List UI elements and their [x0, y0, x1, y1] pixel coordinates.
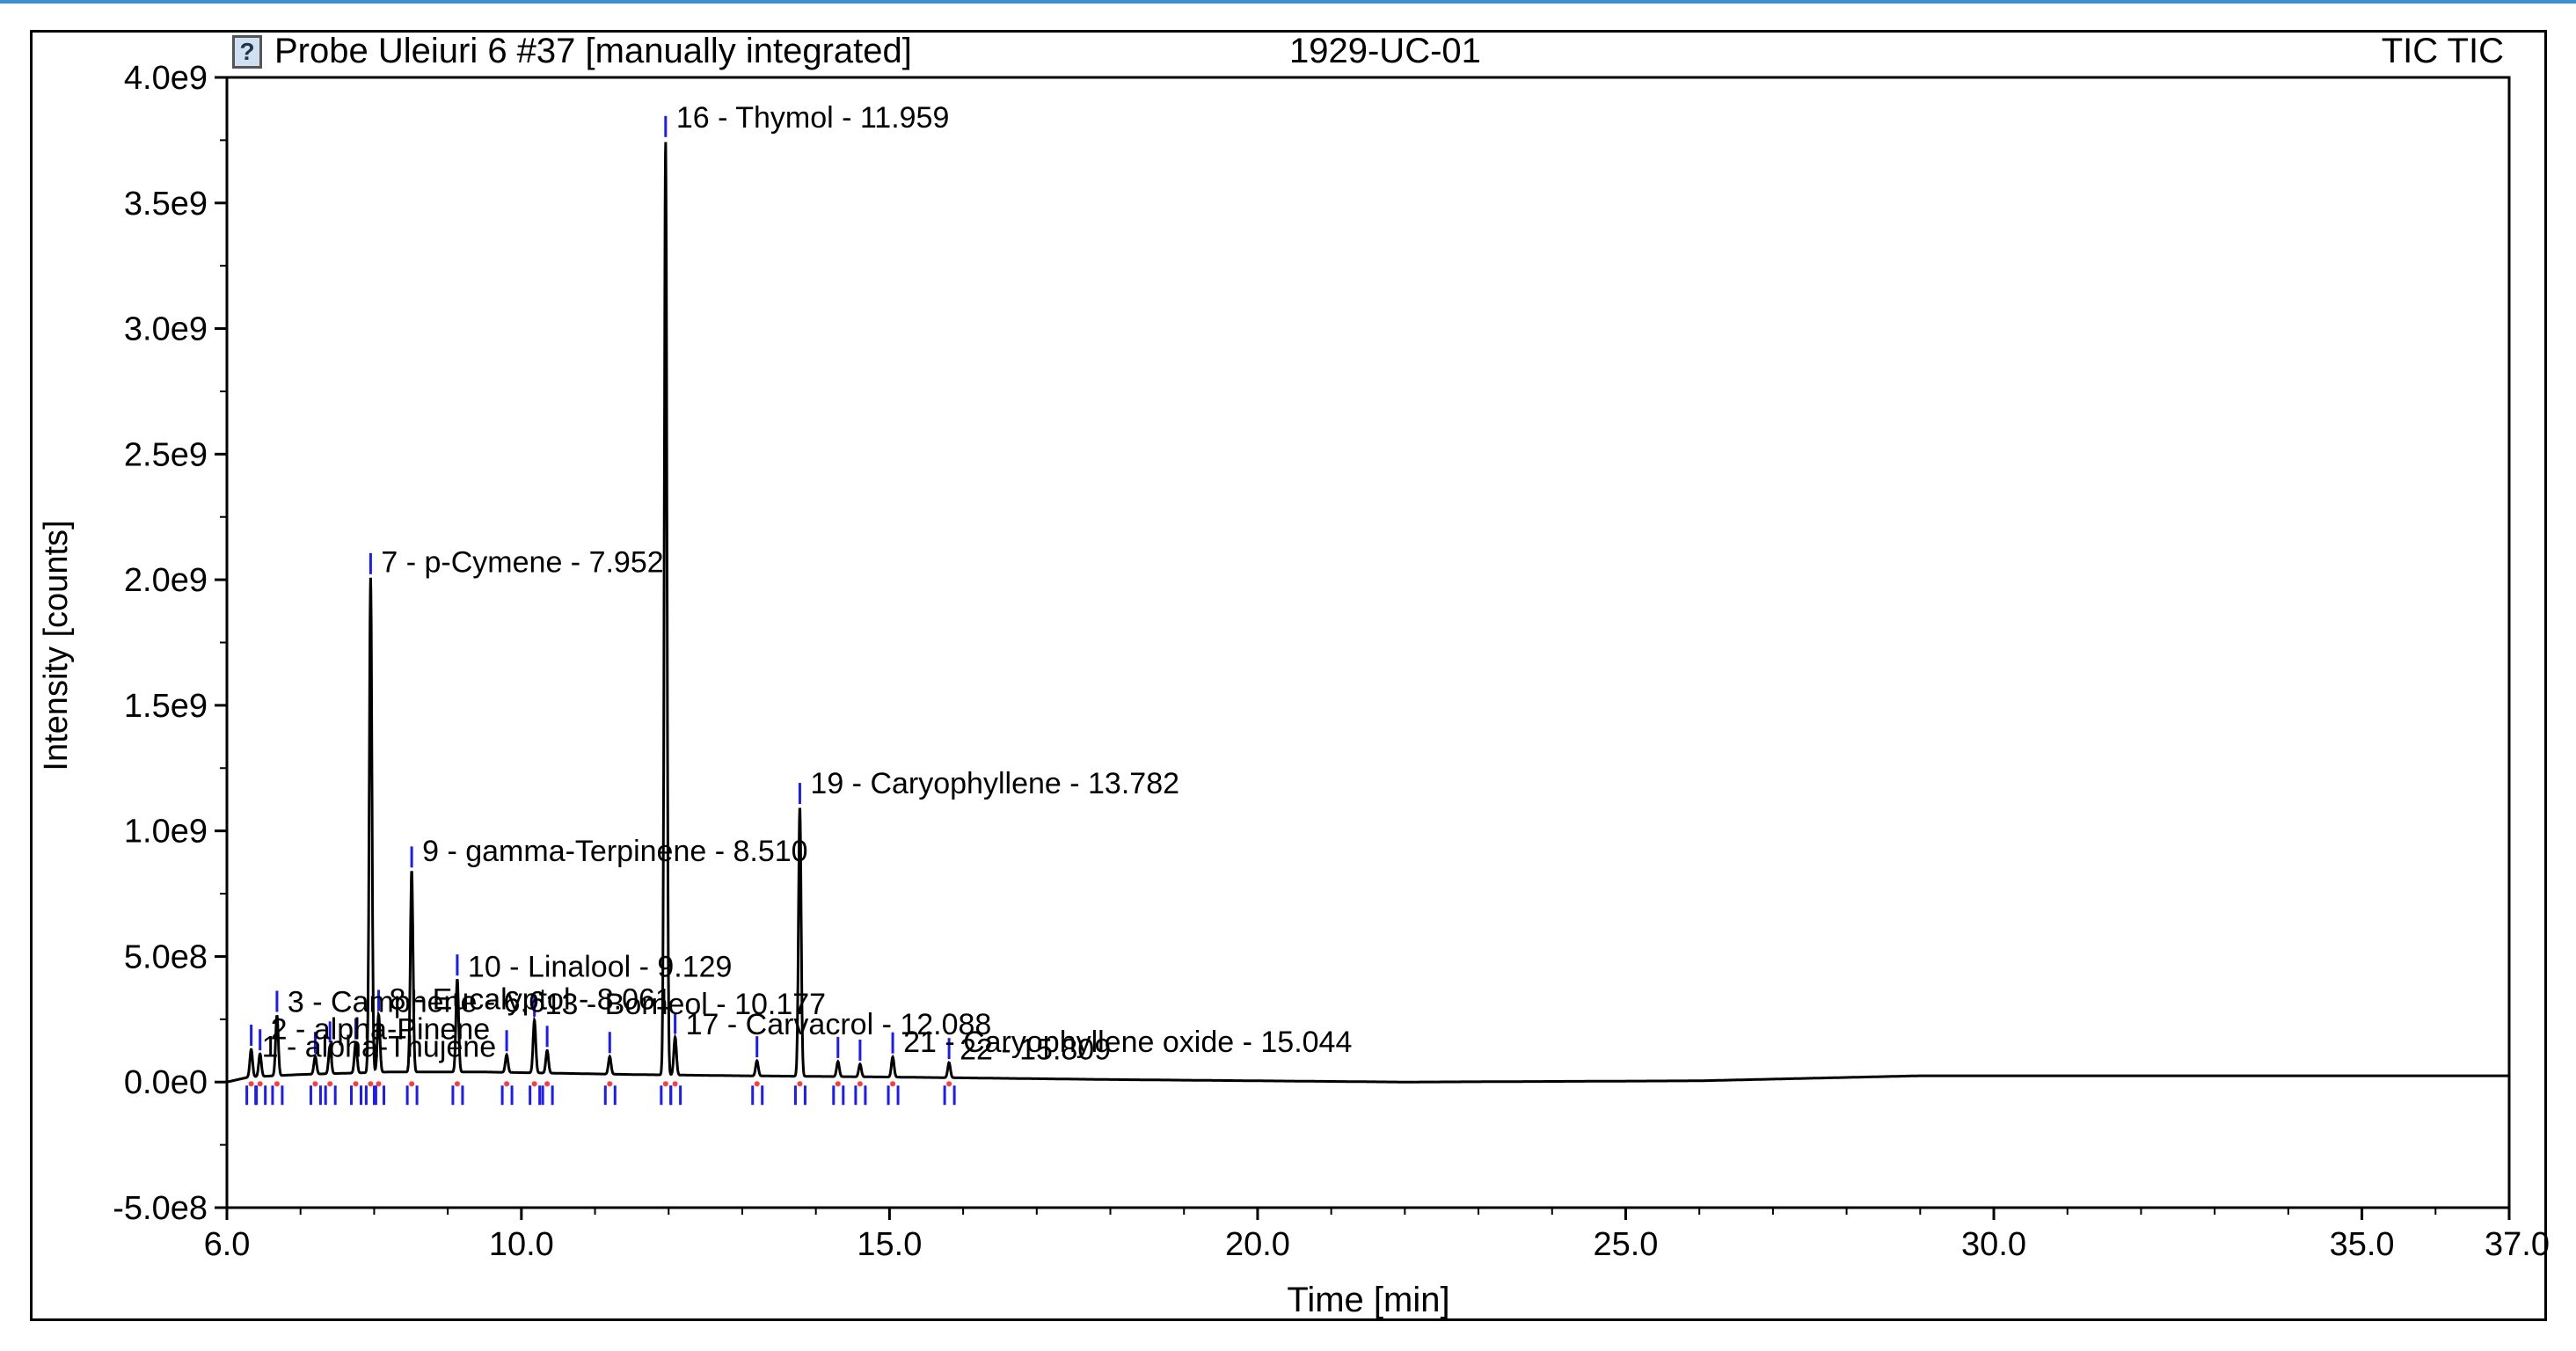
sample-id: 1929-UC-01	[1289, 32, 1481, 70]
peak-label: 8 - Eucalyptol - 8.061	[390, 982, 672, 1016]
baseline-point	[368, 1081, 374, 1087]
x-tick-label: 30.0	[1961, 1226, 2026, 1263]
y-axis-label: Intensity [counts]	[38, 520, 75, 770]
baseline-point	[946, 1081, 952, 1087]
baseline-point	[312, 1081, 318, 1087]
baseline-point	[672, 1081, 678, 1087]
chart-frame	[30, 30, 2547, 1321]
x-tick-label: 35.0	[2330, 1226, 2395, 1263]
baseline-point	[890, 1081, 896, 1087]
peak-label: 13 - Borneol - 10.177	[545, 988, 826, 1021]
peak-label: 10 - Linalool - 9.129	[468, 950, 733, 983]
baseline-point	[274, 1081, 280, 1087]
y-tick-label: 2.0e9	[124, 562, 208, 599]
x-tick-label: 15.0	[857, 1226, 922, 1263]
x-axis-label: Time [min]	[1287, 1281, 1449, 1319]
y-tick-label: 1.0e9	[124, 814, 208, 851]
y-tick-label: 1.5e9	[124, 688, 208, 725]
y-tick-label: 3.0e9	[124, 311, 208, 348]
y-tick-label: 2.5e9	[124, 436, 208, 473]
peak-labels: 16 - Thymol - 11.959 7 - p-Cymene - 7.952…	[262, 101, 1353, 1066]
trace-label: TIC TIC	[2381, 32, 2504, 70]
baseline-point	[327, 1081, 333, 1087]
y-tick-label: 3.5e9	[124, 186, 208, 223]
plot-area-border	[225, 76, 2511, 1209]
peak-label: 19 - Caryophyllene - 13.782	[810, 767, 1179, 800]
x-tick-label: 20.0	[1225, 1226, 1290, 1263]
window-top-accent	[0, 0, 2576, 4]
baseline-point	[835, 1081, 841, 1087]
peak-label: 3 - Camphene - 6.6	[288, 985, 545, 1019]
baseline-point	[662, 1081, 668, 1087]
peak-label: 1 - alpha-Thujene	[262, 1031, 497, 1064]
y-tick-label: 4.0e9	[124, 60, 208, 97]
baseline-point	[409, 1081, 415, 1087]
peak-label: 2 - alpha-Pinene	[271, 1013, 491, 1047]
chromatogram-header: ? Probe Uleiuri 6 #37 [manually integrat…	[0, 32, 2576, 72]
baseline-point	[454, 1081, 460, 1087]
peak-label: 17 - Carvacrol - 12.088	[686, 1008, 992, 1041]
baseline-point	[607, 1081, 613, 1087]
info-icon[interactable]: ?	[232, 35, 262, 69]
baseline-point	[248, 1081, 254, 1087]
y-tick-label: -5.0e8	[113, 1190, 208, 1227]
baseline-point	[544, 1081, 551, 1087]
baseline-point	[797, 1081, 803, 1087]
peak-label: 21 - Caryophyllene oxide - 15.044	[903, 1026, 1352, 1059]
peak-label: 22 - 15.809	[960, 1033, 1111, 1067]
tic-trace	[226, 142, 2509, 1084]
tic-trace-line	[226, 142, 2509, 1084]
x-tick-label: 25.0	[1593, 1226, 1658, 1263]
baseline-point	[353, 1081, 359, 1087]
baseline-point	[531, 1081, 537, 1087]
y-tick-label: 0.0e0	[124, 1064, 208, 1101]
baseline-point	[754, 1081, 760, 1087]
x-tick-label: 6.0	[204, 1226, 251, 1263]
axes: 4.0e9 3.5e9 3.0e9 2.5e9 2.0e9 1.5e9 1.0e9 5.0e8…	[113, 60, 2550, 1263]
x-tick-label: 37.0	[2485, 1226, 2550, 1263]
baseline-point	[257, 1081, 263, 1087]
baseline-point	[857, 1081, 863, 1087]
chromatogram-title: Probe Uleiuri 6 #37 [manually integrated…	[274, 32, 912, 70]
baseline-point	[376, 1081, 382, 1087]
peak-markers	[245, 115, 956, 1106]
peak-label: 9 - gamma-Terpinene - 8.510	[422, 835, 807, 868]
x-tick-label: 10.0	[489, 1226, 554, 1263]
peak-label: 16 - Thymol - 11.959	[676, 101, 950, 135]
peak-label: 7 - p-Cymene - 7.952	[381, 546, 663, 580]
baseline-point	[504, 1081, 510, 1087]
y-tick-label: 5.0e8	[124, 938, 208, 975]
